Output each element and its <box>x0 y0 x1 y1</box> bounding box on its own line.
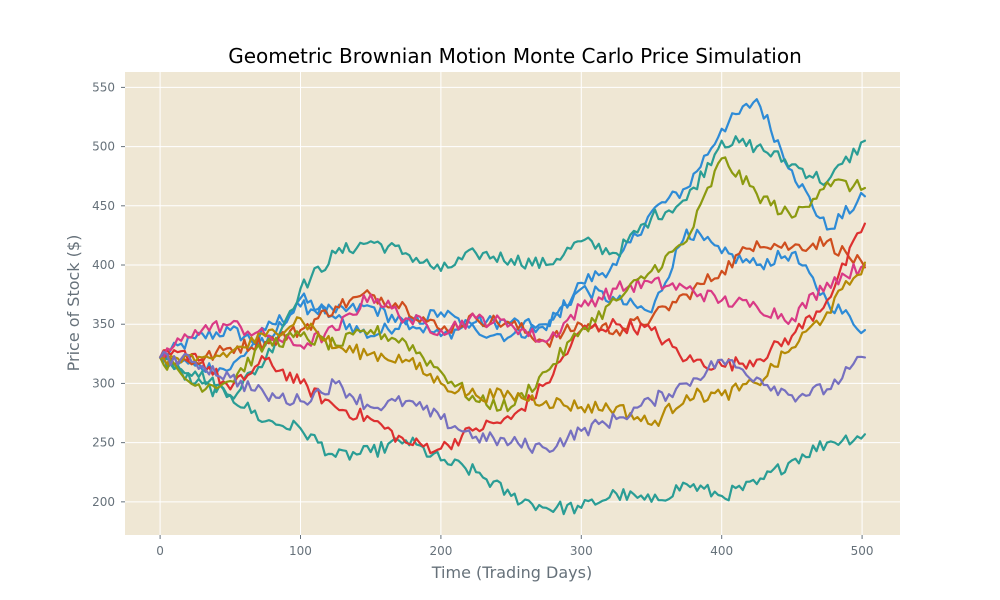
x-tick-label: 200 <box>429 544 452 558</box>
series-line-10 <box>159 350 866 454</box>
y-tick-label: 400 <box>92 258 115 272</box>
y-tick-label: 300 <box>92 376 115 390</box>
y-tick-label: 450 <box>92 199 115 213</box>
y-tick-label: 350 <box>92 317 115 331</box>
y-tick-label: 250 <box>92 436 115 450</box>
series-line-4 <box>159 354 866 516</box>
x-tick-label: 0 <box>156 544 164 558</box>
x-tick-label: 300 <box>570 544 593 558</box>
series-group <box>159 98 866 516</box>
y-tick-label: 500 <box>92 140 115 154</box>
y-axis-label: Price of Stock ($) <box>64 235 83 372</box>
series-line-9 <box>159 261 866 427</box>
x-tick-label: 400 <box>710 544 733 558</box>
series-line-6 <box>159 222 866 455</box>
x-axis-label: Time (Trading Days) <box>431 563 592 582</box>
y-tick-label: 550 <box>92 80 115 94</box>
grid <box>125 72 900 535</box>
plot-area <box>125 72 900 535</box>
x-tick-label: 500 <box>851 544 874 558</box>
ticks: 0 100 200 300 400 500 200 250 300 350 400 450 500 550 <box>92 80 873 558</box>
x-tick-label: 100 <box>289 544 312 558</box>
chart-title: Geometric Brownian Motion Monte Carlo Pr… <box>228 44 802 68</box>
series-line-8 <box>159 156 866 413</box>
series-line-1 <box>159 98 866 359</box>
y-tick-label: 200 <box>92 495 115 509</box>
series-line-2 <box>159 228 866 376</box>
